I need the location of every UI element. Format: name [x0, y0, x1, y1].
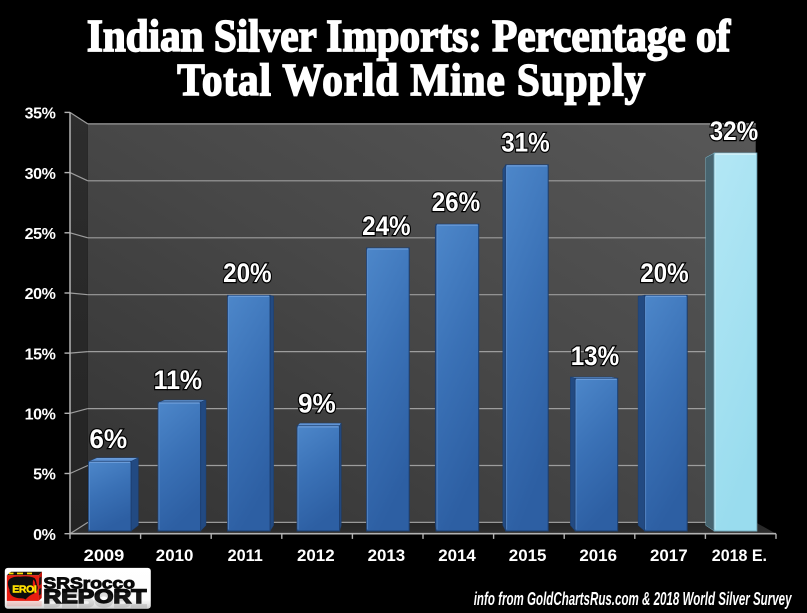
svg-text:20%: 20% — [640, 258, 689, 288]
svg-text:2016: 2016 — [579, 546, 617, 565]
svg-text:30%: 30% — [25, 166, 56, 183]
svg-text:REPORT: REPORT — [43, 586, 146, 608]
svg-text:31%: 31% — [501, 128, 550, 158]
svg-text:2009: 2009 — [84, 546, 125, 565]
svg-text:2014: 2014 — [438, 546, 476, 565]
svg-text:10%: 10% — [25, 407, 56, 424]
svg-text:0%: 0% — [33, 527, 55, 544]
svg-text:2018 E.: 2018 E. — [712, 546, 767, 565]
svg-text:2011: 2011 — [228, 546, 263, 565]
svg-text:35%: 35% — [25, 106, 56, 123]
svg-text:13%: 13% — [571, 341, 620, 371]
svg-text:32%: 32% — [710, 116, 759, 146]
svg-text:20%: 20% — [25, 286, 56, 303]
svg-text:20%: 20% — [223, 258, 272, 288]
svg-text:26%: 26% — [432, 187, 481, 217]
svg-text:15%: 15% — [25, 346, 56, 363]
svg-text:2013: 2013 — [368, 546, 406, 565]
svg-text:24%: 24% — [362, 211, 411, 241]
svg-text:25%: 25% — [25, 226, 56, 243]
svg-text:2012: 2012 — [297, 546, 335, 565]
svg-text:2015: 2015 — [509, 546, 547, 565]
svg-text:9%: 9% — [298, 389, 336, 419]
svg-text:REPORT: REPORT — [43, 589, 146, 611]
svg-text:5%: 5% — [33, 467, 55, 484]
svg-text:2017: 2017 — [650, 546, 688, 565]
svg-text:11%: 11% — [154, 365, 203, 395]
svg-text:SRSrocco: SRSrocco — [43, 575, 135, 592]
svg-text:6%: 6% — [89, 424, 127, 454]
svg-text:EROI: EROI — [12, 584, 37, 596]
svg-text:2010: 2010 — [156, 546, 194, 565]
